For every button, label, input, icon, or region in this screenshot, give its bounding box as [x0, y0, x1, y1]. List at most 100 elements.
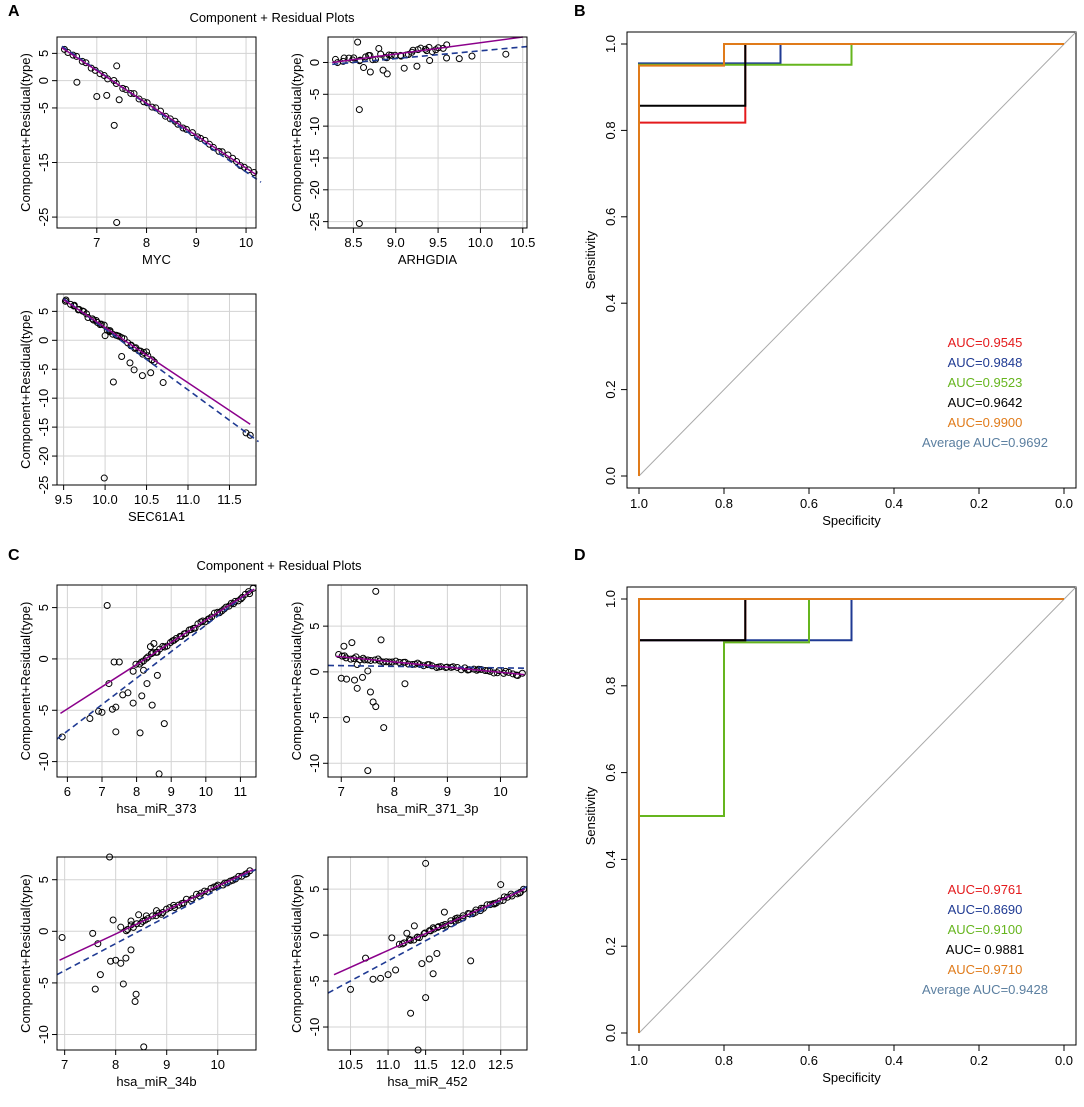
y-tick-label: -10 [307, 1018, 322, 1037]
data-point [377, 974, 385, 982]
data-point [343, 715, 351, 723]
data-point [127, 946, 135, 954]
y-tick-label: -20 [307, 180, 322, 199]
y-tick-label: 0.4 [603, 294, 618, 312]
y-axis-label: Component+Residual(type) [18, 602, 33, 761]
data-point [69, 51, 77, 59]
data-point [138, 372, 146, 380]
y-tick-label: -25 [307, 212, 322, 231]
data-point [182, 125, 190, 133]
data-point [351, 676, 359, 684]
y-tick-label: 5 [307, 623, 322, 630]
data-point [112, 703, 120, 711]
data-point [155, 770, 163, 778]
data-point [455, 55, 463, 63]
x-tick-label: 9 [168, 784, 175, 799]
data-point [502, 50, 510, 58]
data-point [129, 699, 137, 707]
x-tick-label: 0.2 [970, 496, 988, 511]
x-tick-label: 0.2 [970, 1053, 988, 1068]
y-tick-label: -5 [36, 704, 51, 716]
legend-entry: AUC=0.8690 [948, 902, 1023, 917]
data-point [67, 300, 75, 308]
legend-entry: AUC= 0.9881 [946, 942, 1024, 957]
data-point [89, 929, 97, 937]
x-tick-label: 12.5 [488, 1057, 513, 1072]
smoother-line [333, 888, 526, 976]
y-tick-label: -25 [36, 476, 51, 495]
data-point [353, 661, 361, 669]
data-point [404, 51, 412, 59]
x-tick-label: 9 [163, 1057, 170, 1072]
x-tick-label: 7 [61, 1057, 68, 1072]
data-point [347, 985, 355, 993]
x-tick-label: 0.0 [1055, 496, 1073, 511]
data-point [409, 46, 417, 54]
data-point [143, 680, 151, 688]
data-point [118, 353, 126, 361]
legend-entry: AUC=0.9848 [948, 355, 1023, 370]
roc-plot-d: 1.0 0.8 0.6 0.4 0.2 0.0 0.0 0.2 0.4 0.6 0.8 1.0 Spec… [583, 586, 1077, 1085]
data-point [400, 64, 408, 72]
x-tick-label: 11.0 [176, 492, 200, 507]
y-tick-label: -10 [307, 117, 322, 136]
panel-c-title: Component + Residual Plots [196, 558, 362, 573]
plot-frame [327, 584, 528, 778]
legend-entry: AUC=0.9900 [948, 415, 1023, 430]
data-point [119, 980, 127, 988]
data-point [103, 602, 111, 610]
y-axis-label: Component+Residual(type) [289, 53, 304, 212]
y-tick-label: -5 [36, 977, 51, 989]
y-tick-label: -20 [36, 447, 51, 466]
data-point [403, 929, 411, 937]
data-point [82, 59, 90, 67]
legend-entry: AUC=0.9642 [948, 395, 1023, 410]
x-tick-label: 10 [199, 784, 213, 799]
plot-frame [56, 293, 257, 486]
data-point [422, 859, 430, 867]
y-tick-label: -5 [36, 102, 51, 114]
data-point [140, 1043, 148, 1051]
x-tick-label: 11.0 [376, 1057, 400, 1072]
data-point [153, 671, 161, 679]
data-point [426, 57, 434, 65]
x-tick-label: 0.6 [800, 1053, 818, 1068]
y-tick-label: -10 [36, 1025, 51, 1044]
data-point [91, 985, 99, 993]
data-point [109, 916, 117, 924]
data-point [101, 332, 109, 340]
x-tick-label: 10.5 [338, 1057, 363, 1072]
x-tick-label: 0.8 [715, 1053, 733, 1068]
x-axis-label: Specificity [822, 1070, 881, 1085]
data-point [110, 658, 118, 666]
data-point [443, 54, 451, 62]
x-tick-label: 9.0 [387, 235, 405, 250]
data-point [138, 692, 146, 700]
y-tick-label: 0.0 [603, 1024, 618, 1042]
diagonal-reference-line [638, 586, 1077, 1034]
y-tick-label: 0 [36, 337, 51, 344]
linear-fit-line [56, 868, 257, 976]
data-point [497, 881, 505, 889]
data-point [143, 99, 151, 107]
data-point [406, 936, 414, 944]
data-point [148, 356, 156, 364]
smoother-line [63, 299, 251, 425]
data-point [159, 379, 167, 387]
roc-curve [638, 598, 1064, 1033]
data-point [108, 705, 116, 713]
data-point [348, 639, 356, 647]
data-point [410, 922, 418, 930]
data-point [86, 714, 94, 722]
cr-plot-sec61a1: 9.5 10.0 10.5 11.0 11.5 5 0 -5 -10 -15 -20 -25 SEC61… [18, 293, 259, 524]
panel-letter-b: B [574, 3, 586, 20]
y-tick-label: 0.0 [603, 467, 618, 485]
data-point [135, 911, 143, 919]
data-point [354, 38, 362, 46]
x-tick-label: 0.6 [800, 496, 818, 511]
data-point [148, 103, 156, 111]
plot-frame [626, 31, 1077, 489]
x-tick-label: 10.0 [468, 235, 493, 250]
data-point [502, 667, 510, 675]
y-tick-label: -10 [36, 752, 51, 771]
